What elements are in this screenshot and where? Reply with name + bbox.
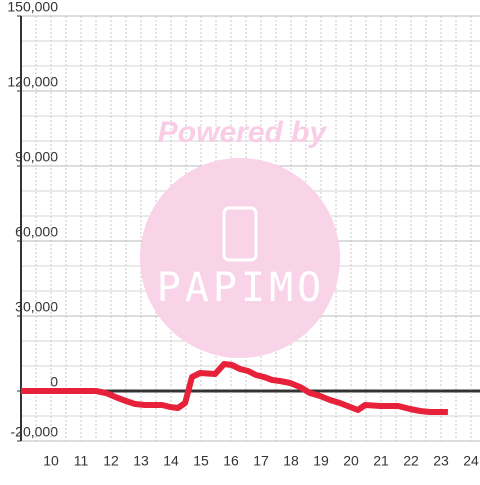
x-tick-label: 13 bbox=[133, 453, 149, 469]
x-tick-label: 11 bbox=[74, 453, 89, 469]
watermark-brand: PAPIMO bbox=[157, 265, 326, 311]
y-tick-label: -20,000 bbox=[11, 424, 59, 440]
watermark-text: Powered by bbox=[158, 116, 328, 149]
x-tick-label: 15 bbox=[193, 453, 209, 469]
phone-icon bbox=[222, 206, 258, 262]
x-tick-label: 18 bbox=[283, 453, 299, 469]
y-tick-label: 60,000 bbox=[15, 224, 58, 240]
watermark-circle bbox=[140, 158, 340, 358]
y-tick-label: 0 bbox=[50, 374, 58, 390]
x-tick-label: 10 bbox=[43, 453, 59, 469]
watermark: Powered by PAPIMO bbox=[140, 116, 340, 358]
x-tick-label: 14 bbox=[163, 453, 179, 469]
y-tick-label: 30,000 bbox=[15, 299, 58, 315]
plot bbox=[21, 361, 448, 415]
data-line bbox=[21, 361, 448, 415]
x-tick-label: 20 bbox=[343, 453, 359, 469]
x-tick-label: 21 bbox=[373, 453, 389, 469]
x-tick-label: 23 bbox=[433, 453, 449, 469]
x-tick-label: 24 bbox=[463, 453, 479, 469]
x-tick-label: 22 bbox=[403, 453, 419, 469]
x-tick-label: 12 bbox=[103, 453, 119, 469]
x-tick-label: 19 bbox=[313, 453, 329, 469]
y-tick-label: 150,000 bbox=[7, 0, 58, 15]
x-tick-label: 17 bbox=[253, 453, 269, 469]
x-tick-label: 16 bbox=[223, 453, 239, 469]
y-tick-label: 90,000 bbox=[15, 149, 58, 165]
